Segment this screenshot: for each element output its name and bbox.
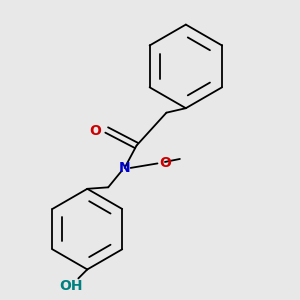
Text: N: N	[119, 161, 130, 175]
Text: OH: OH	[59, 279, 82, 293]
Text: O: O	[159, 155, 171, 170]
Text: O: O	[89, 124, 101, 138]
